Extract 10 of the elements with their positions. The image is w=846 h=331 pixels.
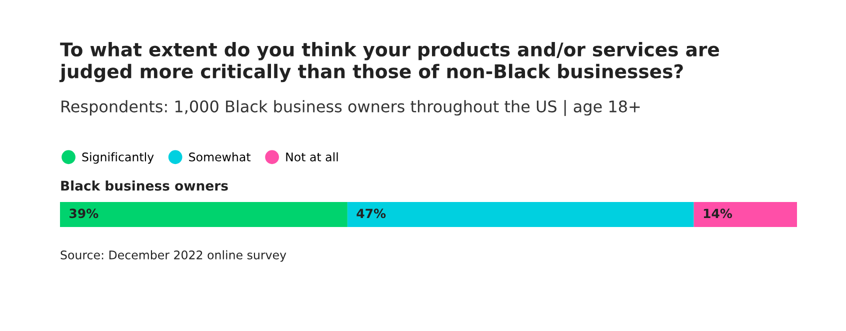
legend-label: Significantly (82, 152, 154, 164)
chart-subtitle: Respondents: 1,000 Black business owners throughout the US | age 18+ (62, 100, 640, 116)
y-tick-label: Black business owners (61, 180, 228, 191)
data-label: 39% (70, 208, 98, 218)
data-label: 47% (356, 208, 386, 218)
source-note: Source: December 2022 online survey (60, 250, 286, 262)
chart-title: To what extent do you think your products and/or services are judged more critically than those of non-Black businesses? (59, 42, 719, 82)
data-label: 14% (704, 208, 732, 218)
legend-label: Somewhat (189, 152, 251, 162)
legend-label: Not at all (286, 152, 338, 162)
